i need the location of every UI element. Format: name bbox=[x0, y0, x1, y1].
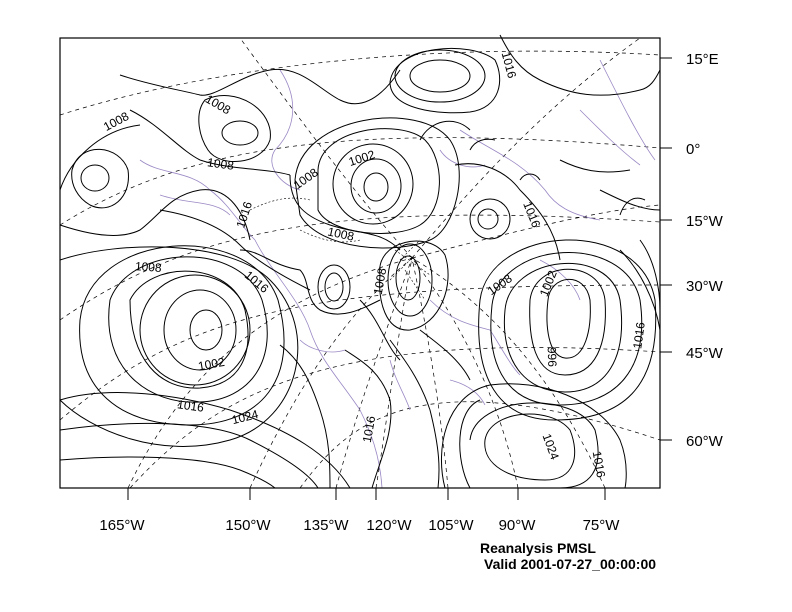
axis-label: 135°W bbox=[303, 517, 349, 534]
axis-label: 75°W bbox=[583, 517, 621, 534]
axis-label: 0° bbox=[686, 141, 700, 158]
contour-label: 1008 bbox=[326, 224, 355, 243]
contour-label: 1008 bbox=[371, 267, 389, 296]
contour-label: 1016 bbox=[176, 397, 205, 415]
contour-label: 1024 bbox=[540, 432, 562, 462]
axis-label: 60°W bbox=[686, 433, 724, 450]
pressure-dashes bbox=[249, 197, 431, 301]
map-caption: Reanalysis PMSL Valid 2001-07-27_00:00:0… bbox=[480, 540, 720, 572]
contour-label: 1016 bbox=[630, 321, 648, 350]
contour-label: 1008 bbox=[206, 155, 235, 173]
caption-title: Reanalysis PMSL bbox=[480, 540, 596, 556]
axis-label: 30°W bbox=[686, 278, 724, 295]
axis-label: 120°W bbox=[366, 517, 412, 534]
contour-label: 1016 bbox=[233, 200, 255, 230]
axis-ticks bbox=[127, 57, 672, 500]
right-axis-labels: 15°E 0° 15°W 30°W 45°W 60°W bbox=[686, 51, 724, 450]
contour-label: 1016 bbox=[242, 268, 272, 296]
map-frame bbox=[59, 37, 661, 489]
contour-label: 1016 bbox=[360, 415, 378, 444]
axis-label: 150°W bbox=[225, 517, 271, 534]
coastlines bbox=[139, 59, 656, 489]
axis-label: 90°W bbox=[499, 517, 537, 534]
axis-label: 15°E bbox=[686, 51, 719, 68]
axis-label: 15°W bbox=[686, 213, 724, 230]
contour-label: 996 bbox=[545, 347, 560, 368]
axis-label: 45°W bbox=[686, 345, 724, 362]
contour-label: 1008 bbox=[134, 259, 162, 275]
axis-label: 165°W bbox=[99, 517, 145, 534]
axis-label: 105°W bbox=[428, 517, 474, 534]
contour-label: 1008 bbox=[291, 165, 321, 192]
contour-label: 1024 bbox=[230, 407, 260, 427]
bottom-axis-labels: 165°W 150°W 135°W 120°W 105°W 90°W 75°W bbox=[99, 517, 620, 534]
contour-label: 1002 bbox=[197, 355, 226, 373]
contour-label: 1008 bbox=[101, 109, 131, 134]
caption-valid-time: Valid 2001-07-27_00:00:00 bbox=[484, 556, 657, 572]
contour-label: 1016 bbox=[499, 50, 520, 80]
contour-label: 1016 bbox=[590, 450, 608, 479]
contour-labels: 1008 1008 1008 1016 1002 1008 1008 1016 … bbox=[101, 50, 648, 479]
contour-label: 1016 bbox=[520, 199, 543, 229]
isobars bbox=[59, 34, 661, 489]
